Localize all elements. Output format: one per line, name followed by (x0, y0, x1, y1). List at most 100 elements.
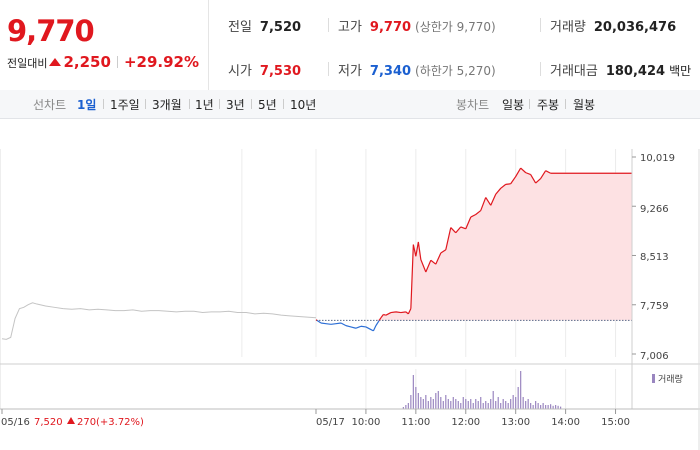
series-today-up-area (316, 168, 632, 321)
volume-bar (475, 399, 477, 409)
x-tick-label: 14:00 (551, 417, 580, 428)
volume-bar (550, 404, 552, 409)
volume-bar (470, 399, 472, 409)
divider (251, 99, 252, 109)
period-1y[interactable]: 1년 (195, 98, 214, 112)
volume-bar (402, 407, 404, 409)
stat-value: 7,520 (259, 20, 302, 35)
volume-bar (462, 397, 464, 409)
stat-value: 180,424 (605, 64, 666, 79)
stat-label: 거래량 (550, 20, 586, 35)
up-arrow-icon (67, 417, 75, 424)
stat-volume: 거래량 20,036,476 (550, 16, 676, 35)
divider (219, 99, 220, 109)
volume-bar (440, 397, 442, 409)
chart-toolbar: 선차트 1일 1주일 3개월 1년 3년 5년 10년 봉차트 일봉 주봉 월봉 (0, 90, 700, 119)
candle-monthly[interactable]: 월봉 (573, 98, 596, 112)
stat-unit: 백만 (669, 64, 692, 78)
volume-bar (510, 399, 512, 409)
y-tick-label: 8,513 (640, 252, 669, 263)
volume-bar (437, 391, 439, 409)
volume-bar (457, 401, 459, 409)
volume-bar (477, 401, 479, 409)
volume-bar (417, 393, 419, 409)
period-3y[interactable]: 3년 (226, 98, 245, 112)
price-box: 9,770 전일대비 2,250 +29.92% (0, 0, 209, 90)
divider (540, 62, 541, 76)
period-1d[interactable]: 1일 (77, 98, 97, 112)
y-tick-label: 9,266 (640, 204, 669, 215)
volume-bar (425, 395, 427, 409)
volume-bar (420, 397, 422, 409)
candle-weekly[interactable]: 주봉 (537, 98, 560, 112)
change-amount: 2,250 (63, 53, 111, 71)
stat-sub: (상한가 9,770) (415, 20, 496, 34)
stat-value: 7,340 (369, 64, 412, 79)
period-3m[interactable]: 3개월 (152, 98, 182, 112)
volume-bar (547, 405, 549, 409)
line-chart-label: 선차트 (33, 98, 67, 112)
stat-label: 저가 (338, 64, 362, 79)
x-tick-label: 10:00 (352, 417, 381, 428)
prev-change-label: 270 (77, 417, 96, 428)
volume-bar (415, 387, 417, 409)
stat-high: 고가 9,770 (상한가 9,770) (338, 16, 496, 35)
volume-bar (410, 395, 412, 409)
volume-bar (540, 405, 542, 409)
quote-summary: 9,770 전일대비 2,250 +29.92% 전일 7,520 시가 7,530 고… (0, 0, 700, 91)
change-percent: +29.92% (123, 53, 199, 71)
volume-bar (450, 401, 452, 409)
volume-bar (407, 403, 409, 409)
volume-bar (482, 403, 484, 409)
divider (283, 99, 284, 109)
period-10y[interactable]: 10년 (290, 98, 317, 112)
prev-change-percent: (+3.72%) (96, 417, 144, 428)
volume-bar (430, 397, 432, 409)
candle-daily[interactable]: 일봉 (502, 98, 525, 112)
y-tick-label: 7,006 (640, 351, 669, 362)
volume-bars (402, 371, 562, 409)
volume-bar (545, 405, 547, 409)
volume-bar (535, 401, 537, 409)
volume-bar (502, 399, 504, 409)
volume-bar (497, 397, 499, 409)
divider (565, 99, 566, 109)
stat-label: 전일 (228, 20, 252, 35)
volume-bar (520, 371, 522, 409)
period-1w[interactable]: 1주일 (110, 98, 140, 112)
chart-lines (1, 167, 632, 340)
volume-bar (447, 399, 449, 409)
up-arrow-icon (49, 58, 62, 66)
volume-bar (472, 403, 474, 409)
volume-bar (455, 399, 457, 409)
volume-bar (515, 397, 517, 409)
divider (328, 18, 329, 32)
stat-turnover: 거래대금 180,424 백만 (550, 60, 691, 79)
volume-bar (485, 401, 487, 409)
change-label: 전일대비 (7, 57, 48, 70)
volume-bar (492, 391, 494, 409)
volume-bar (465, 399, 467, 409)
volume-bar (505, 401, 507, 409)
stat-prev-close: 전일 7,520 (228, 16, 301, 35)
stat-value: 20,036,476 (593, 20, 677, 35)
volume-legend-swatch (652, 374, 655, 383)
divider (328, 62, 329, 76)
stat-low: 저가 7,340 (하한가 5,270) (338, 60, 496, 79)
chart-fill (316, 168, 632, 321)
volume-bar (405, 405, 407, 409)
volume-bar (552, 405, 554, 409)
volume-bar (530, 403, 532, 409)
volume-bar (467, 401, 469, 409)
period-5y[interactable]: 5년 (258, 98, 277, 112)
x-tick-label: 15:00 (601, 417, 630, 428)
volume-bar (560, 406, 562, 409)
volume-bar (557, 405, 559, 409)
series-prev-day-line (1, 302, 317, 340)
price-change: 전일대비 2,250 +29.92% (7, 53, 199, 71)
volume-bar (517, 387, 519, 409)
stat-label: 시가 (228, 64, 252, 79)
current-price: 9,770 (7, 14, 95, 48)
candle-chart-label: 봉차트 (456, 98, 490, 112)
volume-bar (412, 375, 414, 409)
